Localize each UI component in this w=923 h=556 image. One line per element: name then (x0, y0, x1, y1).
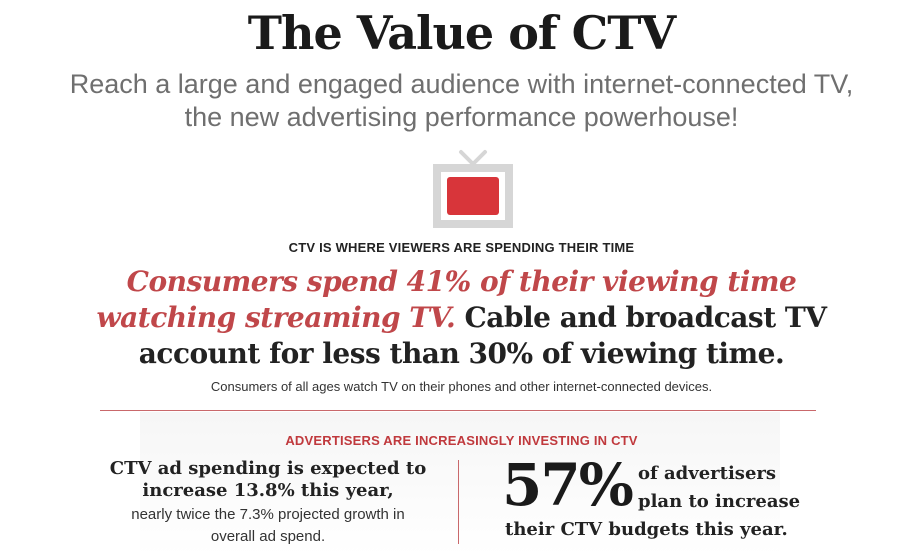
advertisers-line-3: their CTV budgets this year. (505, 519, 788, 540)
advertisers-percent: 57% (502, 451, 634, 519)
section-divider (100, 410, 816, 411)
tv-antenna-right (471, 150, 487, 166)
advertisers-line-1: of advertisers (638, 463, 777, 484)
cable-broadcast-text: Cable and broadcast TV account for less … (138, 301, 827, 370)
section-heading-advertisers: ADVERTISERS ARE INCREASINGLY INVESTING I… (285, 433, 638, 448)
advertisers-line-2: plan to increase (638, 491, 801, 512)
page-subtitle: Reach a large and engaged audience with … (69, 69, 854, 132)
page-title: The Value of CTV (247, 6, 676, 60)
column-divider (458, 460, 459, 544)
ad-spending-stat: CTV ad spending is expected to increase … (108, 458, 428, 548)
viewing-time-statement: Consumers spend 41% of their viewing tim… (60, 264, 863, 372)
ad-spending-sub: nearly twice the 7.3% projected growth i… (131, 506, 405, 545)
tv-screen (447, 177, 499, 215)
advertisers-panel (140, 412, 780, 556)
advertisers-text-side: of advertisers plan to increase (638, 460, 800, 516)
ad-spending-main: CTV ad spending is expected to increase … (109, 458, 427, 501)
tv-icon (433, 150, 513, 228)
streaming-highlight: Consumers spend 41% of their viewing tim… (96, 265, 797, 334)
tv-antenna-left (459, 150, 475, 166)
devices-note: Consumers of all ages watch TV on their … (210, 379, 713, 394)
section-heading-viewers: CTV IS WHERE VIEWERS ARE SPENDING THEIR … (288, 240, 635, 255)
